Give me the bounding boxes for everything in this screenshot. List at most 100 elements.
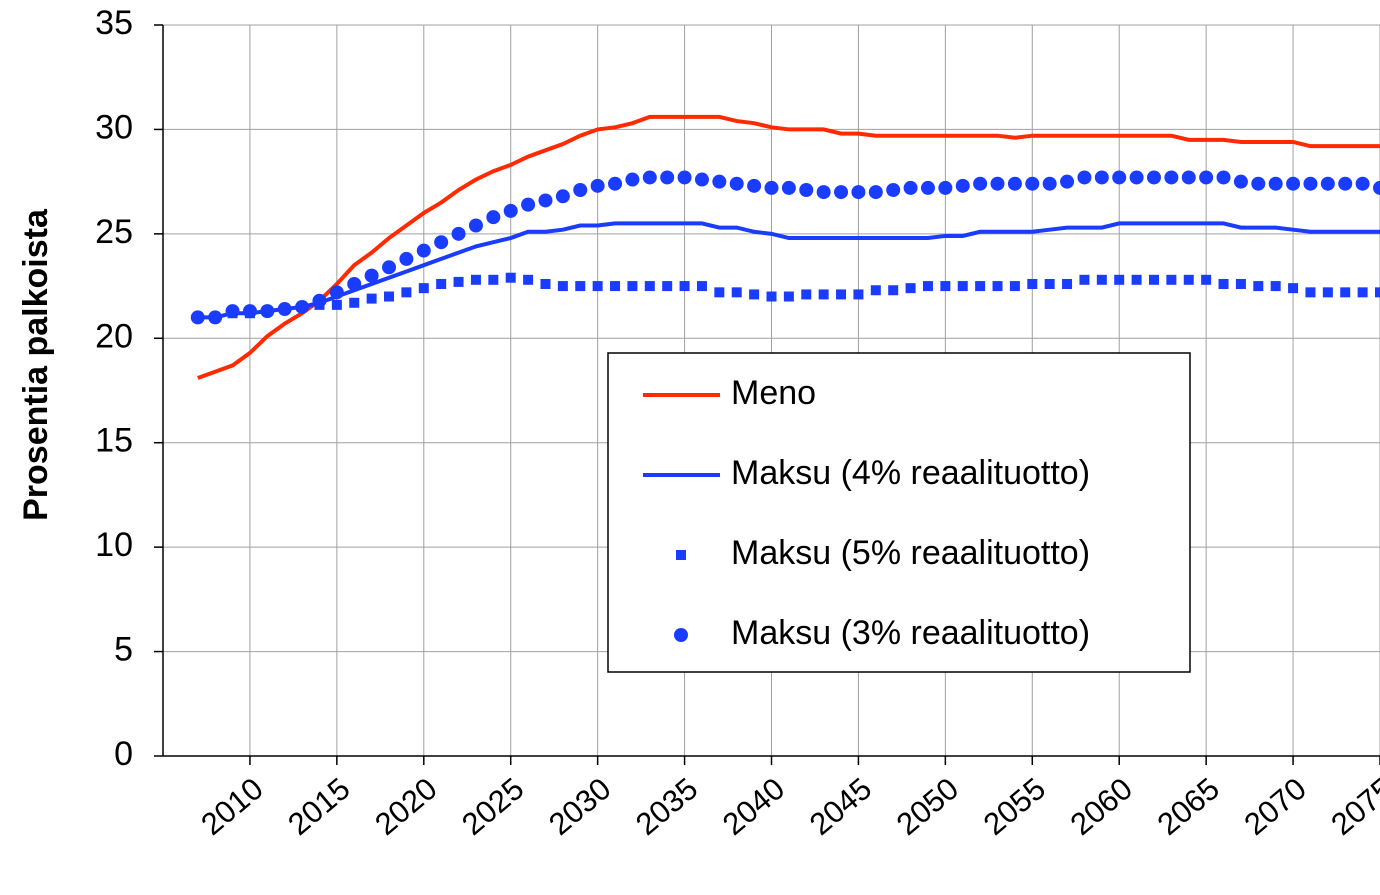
marker xyxy=(1112,170,1127,185)
series-line xyxy=(197,114,1380,380)
marker xyxy=(1268,176,1283,191)
y-tick-label: 30 xyxy=(95,108,133,146)
marker xyxy=(836,289,847,300)
marker xyxy=(975,281,986,292)
marker xyxy=(764,180,779,195)
y-tick-label: 5 xyxy=(114,631,133,669)
x-tick-label: 2075 xyxy=(1324,771,1380,842)
marker xyxy=(940,281,951,292)
marker xyxy=(399,251,414,266)
marker xyxy=(1181,170,1196,185)
marker xyxy=(277,302,292,317)
y-tick-label: 35 xyxy=(95,4,133,42)
marker xyxy=(677,170,692,185)
marker xyxy=(694,172,709,187)
marker xyxy=(1303,176,1318,191)
marker xyxy=(1009,281,1020,292)
marker xyxy=(1373,180,1380,195)
marker xyxy=(1094,170,1109,185)
marker xyxy=(886,182,901,197)
marker xyxy=(347,276,362,291)
x-tick-label: 2015 xyxy=(281,771,356,842)
x-tick-label: 2025 xyxy=(455,771,530,842)
y-axis-label: Prosentia palkoista xyxy=(17,208,55,521)
marker xyxy=(992,281,1003,292)
marker xyxy=(401,287,412,298)
marker xyxy=(1096,274,1107,285)
y-tick-label: 10 xyxy=(95,526,133,564)
x-tick-label: 2045 xyxy=(803,771,878,842)
marker xyxy=(540,278,551,289)
marker xyxy=(190,310,205,325)
x-tick-label: 2050 xyxy=(890,771,965,842)
marker xyxy=(818,289,829,300)
marker xyxy=(573,182,588,197)
marker xyxy=(1201,274,1212,285)
marker xyxy=(660,170,675,185)
legend-box xyxy=(607,352,1191,673)
marker xyxy=(834,185,849,200)
legend-swatch xyxy=(674,628,688,642)
legend-label: Meno xyxy=(731,374,816,412)
marker xyxy=(853,289,864,300)
marker xyxy=(331,299,342,310)
marker xyxy=(1286,176,1301,191)
marker xyxy=(416,243,431,258)
marker xyxy=(538,193,553,208)
marker xyxy=(1253,281,1264,292)
marker xyxy=(1183,274,1194,285)
marker xyxy=(470,274,481,285)
marker xyxy=(1077,170,1092,185)
x-tick-label: 2065 xyxy=(1151,771,1226,842)
x-tick-label: 2055 xyxy=(977,771,1052,842)
marker xyxy=(868,185,883,200)
marker xyxy=(555,189,570,204)
marker xyxy=(799,182,814,197)
marker xyxy=(642,170,657,185)
marker xyxy=(434,235,449,250)
marker xyxy=(1288,283,1299,294)
marker xyxy=(870,285,881,296)
marker xyxy=(781,180,796,195)
marker xyxy=(922,281,933,292)
x-tick-label: 2035 xyxy=(629,771,704,842)
x-tick-label: 2030 xyxy=(542,771,617,842)
marker xyxy=(1375,287,1380,298)
marker xyxy=(816,185,831,200)
x-tick-label: 2020 xyxy=(368,771,443,842)
marker xyxy=(920,180,935,195)
marker xyxy=(957,281,968,292)
marker xyxy=(1025,176,1040,191)
marker xyxy=(696,281,707,292)
y-tick-label: 0 xyxy=(114,735,133,773)
marker xyxy=(1042,176,1057,191)
marker xyxy=(382,260,397,275)
marker xyxy=(712,174,727,189)
marker xyxy=(1044,278,1055,289)
marker xyxy=(1235,278,1246,289)
marker xyxy=(295,299,310,314)
marker xyxy=(1062,278,1073,289)
marker xyxy=(644,281,655,292)
marker xyxy=(990,176,1005,191)
marker xyxy=(1305,287,1316,298)
marker xyxy=(625,172,640,187)
marker xyxy=(260,304,275,319)
marker xyxy=(1251,176,1266,191)
marker xyxy=(1166,274,1177,285)
marker xyxy=(364,268,379,283)
marker xyxy=(608,176,623,191)
marker xyxy=(590,178,605,193)
marker xyxy=(1079,274,1090,285)
marker xyxy=(1007,176,1022,191)
marker xyxy=(955,178,970,193)
legend-label: Maksu (3% reaalituotto) xyxy=(731,614,1090,652)
marker xyxy=(1199,170,1214,185)
marker xyxy=(783,291,794,302)
marker xyxy=(888,285,899,296)
marker xyxy=(903,180,918,195)
marker xyxy=(486,210,501,225)
legend-label: Maksu (5% reaalituotto) xyxy=(731,534,1090,572)
marker xyxy=(384,291,395,302)
